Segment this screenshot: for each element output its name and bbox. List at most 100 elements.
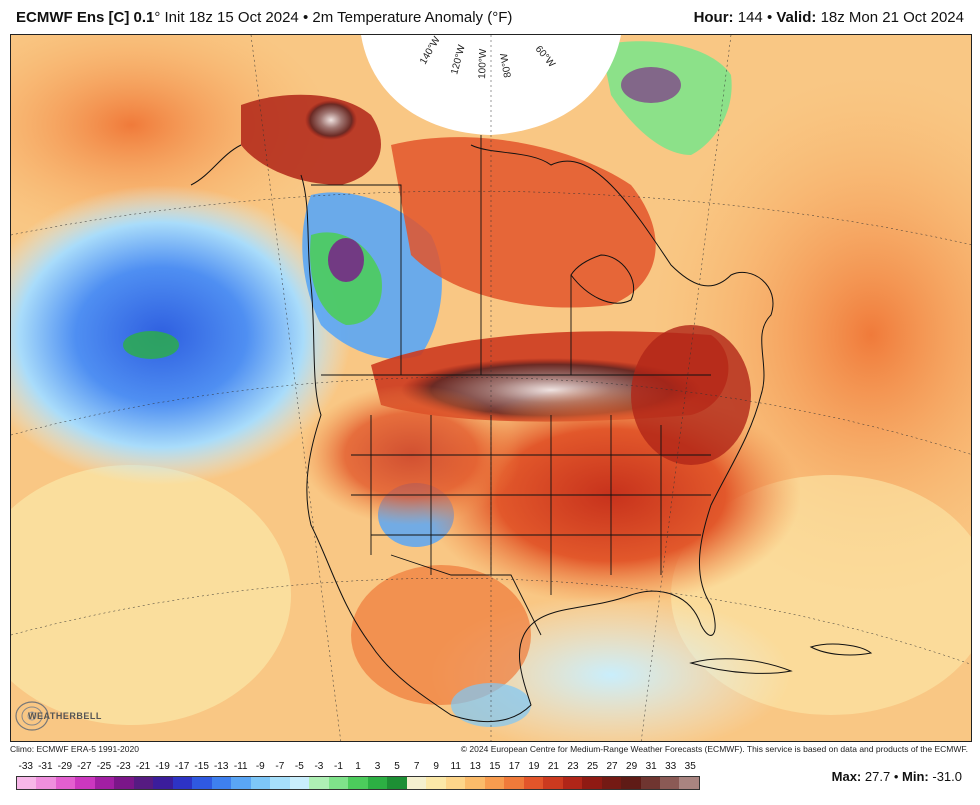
color-scale-tick-label: 19	[528, 761, 540, 772]
graticule	[11, 35, 971, 741]
max-value: 27.7	[864, 769, 891, 784]
credits-bar: Climo: ECMWF ERA-5 1991-2020 © 2024 Euro…	[0, 743, 980, 757]
coastlines	[190, 144, 774, 723]
color-scale-tick-label: 29	[626, 761, 638, 772]
max-label: Max:	[831, 769, 862, 784]
color-swatch	[309, 777, 329, 789]
color-scale-tick-label: 11	[450, 761, 461, 772]
color-scale-tick-label: 9	[433, 761, 439, 772]
color-scale-tick-label: 5	[394, 761, 400, 772]
color-scale-tick-label: 13	[469, 761, 481, 772]
color-swatch	[387, 777, 407, 789]
color-scale-tick-label: -31	[38, 761, 53, 772]
color-scale-tick-label: 1	[355, 761, 361, 772]
color-swatch	[328, 777, 349, 789]
min-label: Min:	[902, 769, 929, 784]
color-swatch	[55, 777, 76, 789]
color-scale-tick-label: 7	[413, 761, 420, 772]
header: ECMWF Ens [C] 0.1° Init 18z 15 Oct 2024 …	[0, 0, 980, 34]
min-value: -31.0	[932, 769, 962, 784]
color-swatch	[211, 777, 232, 789]
northwest-purple-core	[328, 238, 364, 282]
color-swatch	[289, 777, 310, 789]
color-swatch	[445, 777, 466, 789]
color-scale-tick-label: -9	[255, 761, 265, 772]
color-swatch	[270, 777, 290, 789]
color-swatch	[367, 777, 388, 789]
bullet: •	[766, 9, 773, 26]
color-scale-ticks: -33 -31 -29 -27 -25 -23 -21 -19 -17 -15 -13 -11 -9 -7…	[12, 761, 702, 775]
color-swatch	[231, 777, 251, 789]
color-scale-tick-label: 33	[665, 761, 677, 772]
color-scale-tick-label: 21	[547, 761, 559, 772]
color-swatch	[17, 777, 37, 789]
color-swatch	[621, 777, 641, 789]
color-swatch	[504, 777, 524, 789]
color-scale-bar	[16, 776, 700, 790]
color-scale-tick-label: -33	[18, 761, 33, 772]
color-swatch	[153, 777, 173, 789]
init-time: Init 18z 15 Oct 2024	[164, 9, 299, 26]
color-swatch	[601, 777, 622, 789]
color-swatch	[250, 777, 271, 789]
color-swatch	[75, 777, 95, 789]
bullet: •	[302, 9, 309, 26]
color-swatch	[426, 777, 446, 789]
warm-region-northwest	[11, 35, 331, 245]
color-swatch	[523, 777, 544, 789]
color-swatch	[172, 777, 193, 789]
bullet: •	[893, 769, 899, 784]
logo-wordmark: WEATHERBELL	[28, 711, 102, 721]
color-scale-tick-label: -5	[294, 761, 304, 772]
lon-label-100w: 100°W	[477, 48, 489, 79]
color-swatch	[114, 777, 134, 789]
color-scale-tick-label: 17	[508, 761, 520, 772]
pacific-green-core	[123, 331, 179, 359]
pale-region-southwest	[11, 465, 291, 725]
color-swatch	[348, 777, 368, 789]
color-scale-tick-label: -3	[314, 761, 324, 772]
color-scale-tick-label: -29	[57, 761, 73, 772]
color-scale-tick-label: 35	[684, 761, 696, 772]
color-swatch	[582, 777, 602, 789]
color-scale-tick-label: -23	[116, 761, 131, 772]
degree-mark: °	[154, 9, 161, 26]
color-scale-tick-label: -7	[275, 761, 285, 772]
variable-name: 2m Temperature Anomaly (°F)	[312, 9, 513, 26]
cuba-outline	[689, 658, 793, 674]
color-swatch	[562, 777, 583, 789]
color-scale-tick-label: 3	[374, 761, 381, 772]
color-scale-tick-label: -21	[135, 761, 151, 772]
weatherbell-logo	[15, 701, 49, 731]
color-scale-tick-label: -27	[77, 761, 92, 772]
hour-label: Hour:	[693, 9, 734, 26]
color-scale: -33 -31 -29 -27 -25 -23 -21 -19 -17 -15 -13 -11 -9 -7…	[12, 761, 702, 801]
climo-credit: Climo: ECMWF ERA-5 1991-2020	[10, 744, 139, 754]
anomaly-map[interactable]: 140°W 120°W 100°W 80°W 60°W	[10, 34, 972, 742]
color-scale-tick-label: -19	[155, 761, 170, 772]
title: ECMWF Ens [C] 0.1° Init 18z 15 Oct 2024 …	[16, 9, 512, 26]
color-swatch	[36, 777, 56, 789]
valid-label: Valid:	[776, 9, 817, 26]
color-swatch	[484, 777, 505, 789]
color-scale-tick-label: 27	[606, 761, 618, 772]
hispaniola-outline	[809, 643, 873, 656]
color-scale-tick-label: 25	[586, 761, 599, 772]
color-swatch	[640, 777, 660, 789]
political-borders	[311, 135, 711, 636]
color-scale-tick-label: 23	[567, 761, 579, 772]
color-swatch	[133, 777, 154, 789]
northeast-warm-anomaly	[631, 325, 751, 465]
color-swatch	[543, 777, 563, 789]
model-name: ECMWF Ens [C] 0.1	[16, 9, 155, 26]
mexico-warm-anomaly	[351, 565, 531, 705]
max-min-readout: Max: 27.7 • Min: -31.0	[832, 769, 962, 784]
forecast-time: Hour: 144 • Valid: 18z Mon 21 Oct 2024	[694, 9, 964, 26]
color-scale-tick-label: 15	[489, 761, 501, 772]
pacific-cold-anomaly	[11, 185, 351, 485]
color-scale-tick-label: -11	[233, 761, 248, 772]
alaska-extreme-core	[305, 100, 357, 140]
hour-value: 144	[737, 9, 763, 26]
color-swatch	[192, 777, 212, 789]
color-scale-tick-label: -1	[334, 761, 343, 772]
